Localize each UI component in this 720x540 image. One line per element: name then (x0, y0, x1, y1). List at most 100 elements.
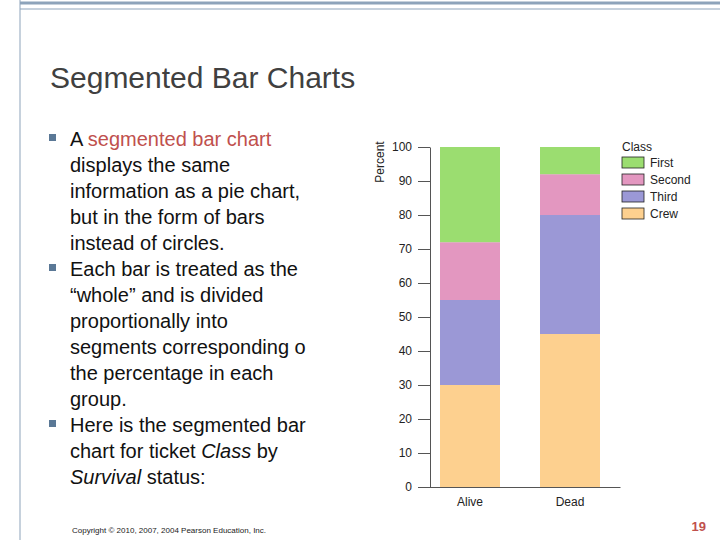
x-axis-line (421, 487, 621, 488)
y-axis: 0 10 20 30 40 50 60 70 80 90 100 (392, 140, 431, 494)
frame-line (20, 0, 21, 540)
bullet-line: Each bar is treated as the (70, 258, 298, 280)
x-tick-label: Dead (556, 495, 585, 509)
bar-segment (540, 174, 600, 215)
y-tick: 60 (399, 276, 430, 290)
bar-segment (540, 215, 600, 334)
bullet-run: Survival (70, 466, 142, 488)
legend-label: First (650, 156, 674, 170)
y-tick-label: 100 (392, 140, 412, 154)
legend-swatch (622, 157, 644, 168)
bullet-run: displays the same (70, 154, 230, 176)
y-tick-label: 80 (399, 208, 413, 222)
bullet-line: proportionally into (70, 310, 228, 332)
legend-label: Third (650, 190, 677, 204)
x-tick: Alive (457, 495, 483, 509)
bar-segment (440, 385, 500, 487)
bullet-line: segments corresponding o (70, 336, 306, 358)
bullet-line: instead of circles. (70, 232, 225, 254)
bullet-marker (49, 264, 56, 271)
y-tick-label: 70 (399, 242, 413, 256)
bullet-run: Here is the segmented bar (70, 414, 306, 436)
y-tick-label: 0 (405, 480, 412, 494)
y-tick-mark (418, 419, 430, 420)
x-axis: Alive Dead (421, 488, 621, 509)
y-tick-mark (418, 283, 430, 284)
y-tick-mark (418, 181, 430, 182)
bullet-marker (49, 134, 56, 141)
bullet-line: the percentage in each (70, 362, 274, 384)
y-tick-label: 90 (399, 174, 413, 188)
bullet-run: Class (201, 440, 251, 462)
y-axis-title: Percent (373, 141, 387, 183)
y-tick: 40 (399, 344, 430, 358)
legend-swatch (622, 191, 644, 202)
page-number: 19 (692, 519, 706, 534)
bar-segment (440, 242, 500, 300)
bullet-run: group. (70, 388, 127, 410)
bullet-run: Each bar is treated as the (70, 258, 298, 280)
y-tick-label: 60 (399, 276, 413, 290)
y-tick: 70 (399, 242, 430, 256)
y-tick: 10 (399, 446, 430, 460)
y-tick-mark (418, 215, 430, 216)
bullet-line: group. (70, 388, 127, 410)
bar-segment (540, 147, 600, 174)
bar-segment (440, 300, 500, 385)
bullet-line: displays the same (70, 154, 230, 176)
bullet-run: proportionally into (70, 310, 228, 332)
bullet-run: segmented bar chart (88, 128, 272, 150)
bullet-run: instead of circles. (70, 232, 225, 254)
y-tick-mark (418, 249, 430, 250)
y-tick: 80 (399, 208, 430, 222)
y-tick-label: 30 (399, 378, 413, 392)
bullet-line: “whole” and is divided (70, 284, 263, 306)
bullet-run: segments corresponding o (70, 336, 306, 358)
bullet-run: information as a pie chart, (70, 180, 300, 202)
y-tick: 90 (399, 174, 430, 188)
legend-label: Crew (650, 207, 678, 221)
bullet-line: A segmented bar chart (70, 128, 272, 150)
bar-segment (540, 334, 600, 487)
frame-line (20, 2, 720, 5)
bullet-line: information as a pie chart, (70, 180, 300, 202)
slide-title: Segmented Bar Charts (50, 61, 355, 94)
bars (440, 147, 600, 487)
bullet-marker (49, 420, 56, 427)
footer: Copyright © 2010, 2007, 2004 Pearson Edu… (72, 526, 266, 535)
y-tick-label: 50 (399, 310, 413, 324)
x-tick: Dead (556, 495, 585, 509)
y-tick: 20 (399, 412, 430, 426)
chart: 0 10 20 30 40 50 60 70 80 90 100 Alive Dead Percent Cl… (373, 140, 691, 509)
bullet-line: chart for ticket Class by (70, 440, 278, 462)
bullet-run: but in the form of bars (70, 206, 265, 228)
bullet-run: A (70, 128, 88, 150)
y-tick-mark (418, 453, 430, 454)
frame-line (20, 9, 720, 10)
y-tick: 100 (392, 140, 430, 154)
y-tick-label: 40 (399, 344, 413, 358)
legend-swatch (622, 208, 644, 219)
legend-title: Class (622, 140, 652, 154)
bullet-run: chart for ticket (70, 440, 201, 462)
y-tick-mark (418, 385, 430, 386)
legend-swatch (622, 174, 644, 185)
y-tick: 50 (399, 310, 430, 324)
y-tick-mark (418, 147, 430, 148)
y-tick-mark (418, 317, 430, 318)
y-tick-label: 20 (399, 412, 413, 426)
legend-label: Second (650, 173, 691, 187)
slide: Segmented Bar Charts A segmented bar char… (0, 0, 720, 540)
y-tick-mark (418, 351, 430, 352)
bullet-line: Survival status: (70, 466, 206, 488)
x-tick-label: Alive (457, 495, 483, 509)
y-axis-line (430, 148, 431, 488)
bullet-run: the percentage in each (70, 362, 274, 384)
bullet-run: by (251, 440, 278, 462)
y-tick-label: 10 (399, 446, 413, 460)
bullet-run: “whole” and is divided (70, 284, 263, 306)
y-tick: 30 (399, 378, 430, 392)
bar-segment (440, 147, 500, 242)
legend: Class First Second Third Crew (622, 140, 691, 221)
bullet-line: Here is the segmented bar (70, 414, 306, 436)
